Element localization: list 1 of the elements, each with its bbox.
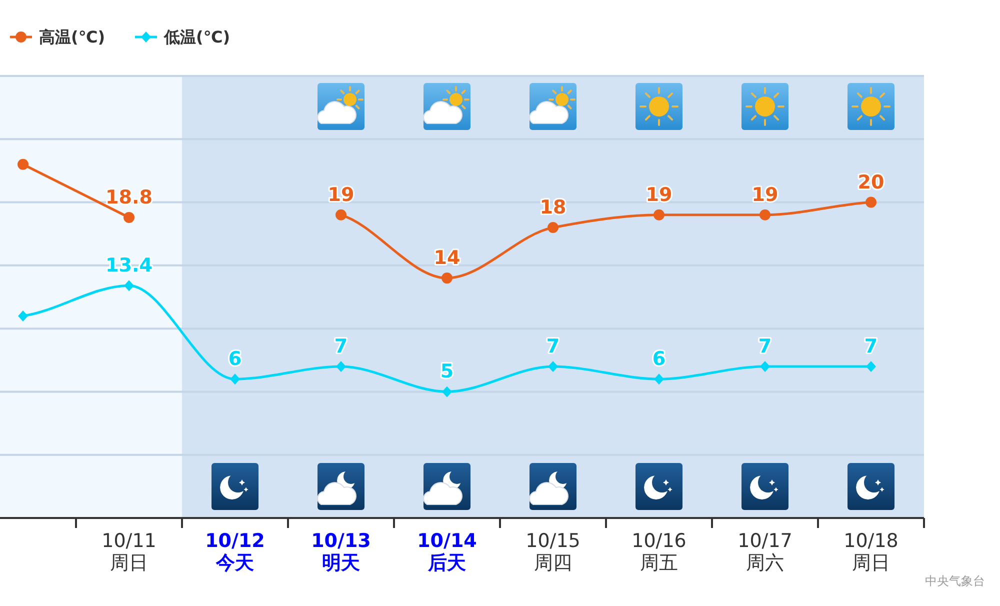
annotation: 中央气象台 (925, 574, 985, 588)
